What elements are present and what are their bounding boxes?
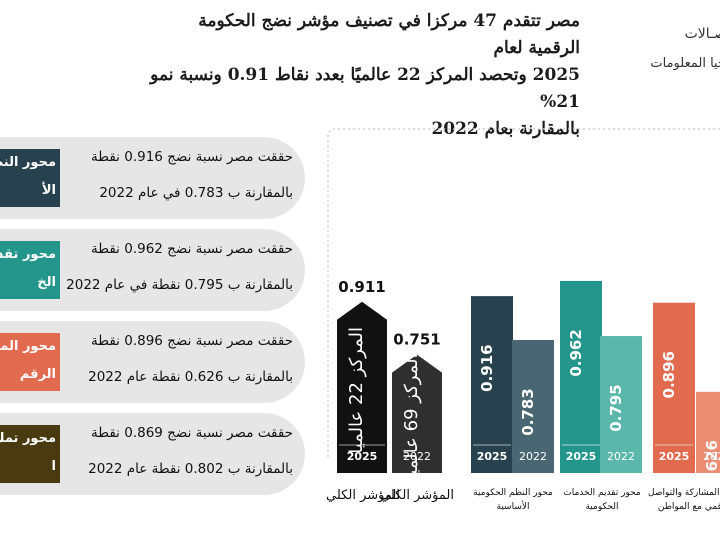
summary-line-1: حققت مصر نسبة نضج 0.869 نقطة xyxy=(91,425,293,441)
title-line-1: مصر تتقدم 47 مركزا في تصنيف مؤشر نضج الح… xyxy=(198,11,580,58)
category-label: محور النظم الحكومية xyxy=(473,488,553,498)
summary-line-2: بالمقارنة ب 0.626 نقطة عام 2022 xyxy=(88,369,293,385)
bar-chart: 0.911 المركز 22 عالميا 2025 0.751 المركز 69 … xyxy=(322,127,720,530)
bar-3-2022 xyxy=(696,391,720,473)
summary-line-1: حققت مصر نسبة نضج 0.896 نقطة xyxy=(91,333,293,349)
bar-year-label: 2025 xyxy=(566,450,597,463)
bar-year-label: 2025 xyxy=(477,450,508,463)
category-label: المؤشر الكلي xyxy=(326,488,400,503)
summary-row-systems: محور النظ الأ حققت مصر نسبة نضج 0.916 نق… xyxy=(0,137,305,219)
bar-1-2025 xyxy=(471,296,513,473)
page-title: مصر تتقدم 47 مركزا في تصنيف مؤشر نضج الح… xyxy=(150,8,580,143)
bar-overall-2025 xyxy=(337,301,387,473)
bar-value-label: 0.896 xyxy=(660,351,678,398)
summary-tag: محور النظ الأ xyxy=(0,149,60,207)
bar-year-label: 2022 xyxy=(703,450,720,463)
category-label: الأساسية xyxy=(497,500,530,512)
summary-line-2: بالمقارنة ب 0.802 نقطة عام 2022 xyxy=(88,461,293,477)
brand-line-2: جيا المعلومات xyxy=(650,56,720,71)
summary-line-2: بالمقارنة ب 0.783 في عام 2022 xyxy=(99,185,293,201)
bar-year-label: 2022 xyxy=(519,450,547,463)
summary-row-enablers: محور تمك ا حققت مصر نسبة نضج 0.869 نقطة … xyxy=(0,413,305,495)
category-label: المؤشر الكلي xyxy=(380,488,454,503)
bar-value-label: 0.626 xyxy=(703,440,720,487)
tag-line-2: الرقم xyxy=(19,367,56,382)
summary-tag: محور تقد الخ xyxy=(0,241,60,299)
title-line-2: 2025 وتحصد المركز 22 عالميًا بعدد نقاط 0… xyxy=(150,65,580,112)
bar-value-label: 0.916 xyxy=(478,344,496,391)
bar-year-label: 2022 xyxy=(403,450,431,463)
bar-value-label: 0.783 xyxy=(519,388,537,435)
tag-line-1: محور النظ xyxy=(0,155,56,170)
bar-value-label: 0.962 xyxy=(567,329,585,376)
summary-line-2: بالمقارنة ب 0.795 نقطة في عام 2022 xyxy=(66,277,293,293)
summary-row-services: محور تقد الخ حققت مصر نسبة نضج 0.962 نقط… xyxy=(0,229,305,311)
bar-year-label: 2025 xyxy=(659,450,690,463)
bar-overall-2022 xyxy=(392,354,442,473)
bar-2-2025 xyxy=(560,280,602,473)
rank-label: المركز 22 عالميا xyxy=(346,327,367,454)
tag-line-2: ا xyxy=(51,459,56,474)
category-label: محور المشاركة والتواصل xyxy=(648,488,720,498)
chart-frame xyxy=(327,128,720,457)
bar-year-label: 2022 xyxy=(607,450,635,463)
tag-line-2: الخ xyxy=(37,275,56,290)
brand-logo: صـالات جيا المعلومات xyxy=(618,20,720,80)
tag-line-1: محور المش xyxy=(0,339,56,354)
summary-row-engagement: محور المش الرقم حققت مصر نسبة نضج 0.896 … xyxy=(0,321,305,403)
bar-value-label: 0.911 xyxy=(338,278,385,296)
summary-tag: محور تمك ا xyxy=(0,425,60,483)
bar-value-label: 0.751 xyxy=(393,331,440,349)
summary-line-1: حققت مصر نسبة نضج 0.962 نقطة xyxy=(91,241,293,257)
category-label: الحكومية xyxy=(585,502,618,512)
bar-2-2022 xyxy=(600,336,642,473)
bar-value-label: 0.795 xyxy=(607,384,625,431)
tag-line-1: محور تمك xyxy=(0,431,56,446)
category-label: محور تقديم الخدمات xyxy=(563,488,641,498)
summary-line-1: حققت مصر نسبة نضج 0.916 نقطة xyxy=(91,149,293,165)
tag-line-2: الأ xyxy=(41,183,56,198)
category-label: الرقمي مع المواطن xyxy=(658,502,720,512)
bar-year-label: 2025 xyxy=(347,450,378,463)
bar-1-2022 xyxy=(512,340,554,473)
tag-line-1: محور تقد xyxy=(0,247,56,262)
summary-tag: محور المش الرقم xyxy=(0,333,60,391)
rank-label: المركز 69 عالميا xyxy=(401,353,422,480)
brand-line-1: صـالات xyxy=(684,26,720,42)
